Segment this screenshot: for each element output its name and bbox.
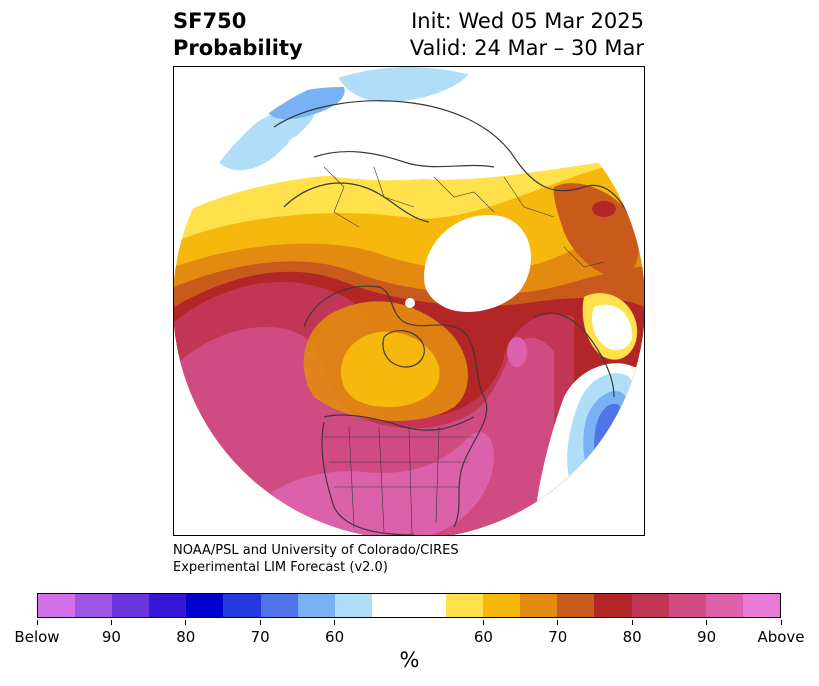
credit-line-1: NOAA/PSL and University of Colorado/CIRE… (173, 543, 459, 558)
title-block-left: SF750 Probability (173, 8, 303, 62)
valid-range: Valid: 24 Mar – 30 Mar (409, 36, 644, 60)
colorbar-tick-label: 80 (622, 628, 642, 646)
colorbar-swatch-below-6 (260, 594, 298, 617)
colorbar-tick-label: Below (14, 628, 60, 646)
colorbar-tick-mark (185, 620, 187, 625)
below-70-north (264, 87, 345, 120)
colorbar-swatch-below-0 (38, 594, 76, 617)
country-borders (323, 166, 605, 268)
colorbar-swatch-below-8 (334, 594, 372, 617)
contour-max-above (507, 337, 527, 367)
colorbar-swatch-above-4 (594, 594, 632, 617)
colorbar-swatch-below-4 (186, 594, 224, 617)
colorbar-tick-mark (110, 620, 112, 625)
probability-field (174, 67, 644, 535)
us-state-borders (324, 426, 474, 535)
title-block-right: Init: Wed 05 Mar 2025 Valid: 24 Mar – 30… (410, 8, 644, 62)
variable-title: SF750 (173, 9, 247, 33)
neutral-eurasia (286, 129, 463, 181)
arctic-neutral (424, 215, 531, 312)
colorbar-swatch-above-7 (705, 594, 743, 617)
colorbar-tick-mark (36, 620, 38, 625)
contour-95-above (234, 432, 494, 535)
colorbar-tick-label: 60 (325, 628, 345, 646)
colorbar-tick-label: 70 (548, 628, 568, 646)
product-title: Probability (173, 36, 303, 60)
colorbar-tick-label: 70 (250, 628, 270, 646)
colorbar-tick-label: Above (757, 628, 805, 646)
colorbar-swatch-above-8 (742, 594, 780, 617)
colorbar-swatch-below-3 (149, 594, 187, 617)
colorbar-ticks: Below 90 80 70 60 60 70 80 90 Above (0, 620, 819, 650)
siberia-warm (553, 183, 639, 278)
init-date: Init: Wed 05 Mar 2025 (411, 9, 644, 33)
colorbar-tick-mark (334, 620, 336, 625)
colorbar-tick-mark (557, 620, 559, 625)
colorbar-tick-label: 60 (473, 628, 493, 646)
colorbar-unit: % (399, 648, 420, 672)
probability-map (173, 66, 645, 536)
colorbar-swatch-below-1 (75, 594, 113, 617)
colorbar (37, 593, 781, 618)
colorbar-tick-label: 90 (101, 628, 121, 646)
colorbar-tick-mark (631, 620, 633, 625)
credit-block: NOAA/PSL and University of Colorado/CIRE… (173, 542, 459, 576)
polar-map-svg (174, 67, 644, 535)
credit-line-2: Experimental LIM Forecast (v2.0) (173, 560, 388, 575)
colorbar-swatch-below-5 (223, 594, 261, 617)
colorbar-swatch-above-6 (668, 594, 706, 617)
colorbar-tick-mark (706, 620, 708, 625)
colorbar-swatch-above-2 (520, 594, 558, 617)
colorbar-swatch-neutral (371, 594, 447, 617)
colorbar-tick-mark (482, 620, 484, 625)
colorbar-swatch-below-2 (112, 594, 150, 617)
colorbar-swatch-below-7 (297, 594, 335, 617)
colorbar-swatch-above-1 (483, 594, 521, 617)
below-60-top (334, 67, 474, 102)
colorbar-tick-mark (259, 620, 261, 625)
colorbar-tick-mark (780, 620, 782, 625)
colorbar-tick-label: 80 (176, 628, 196, 646)
canada-yellow (340, 331, 440, 407)
pole-hole (405, 298, 415, 308)
colorbar-swatch-above-0 (446, 594, 484, 617)
colorbar-swatch-above-5 (631, 594, 669, 617)
colorbar-swatch-above-3 (557, 594, 595, 617)
pacific-neutral (592, 304, 633, 351)
siberia-max (592, 201, 616, 217)
colorbar-tick-label: 90 (697, 628, 717, 646)
